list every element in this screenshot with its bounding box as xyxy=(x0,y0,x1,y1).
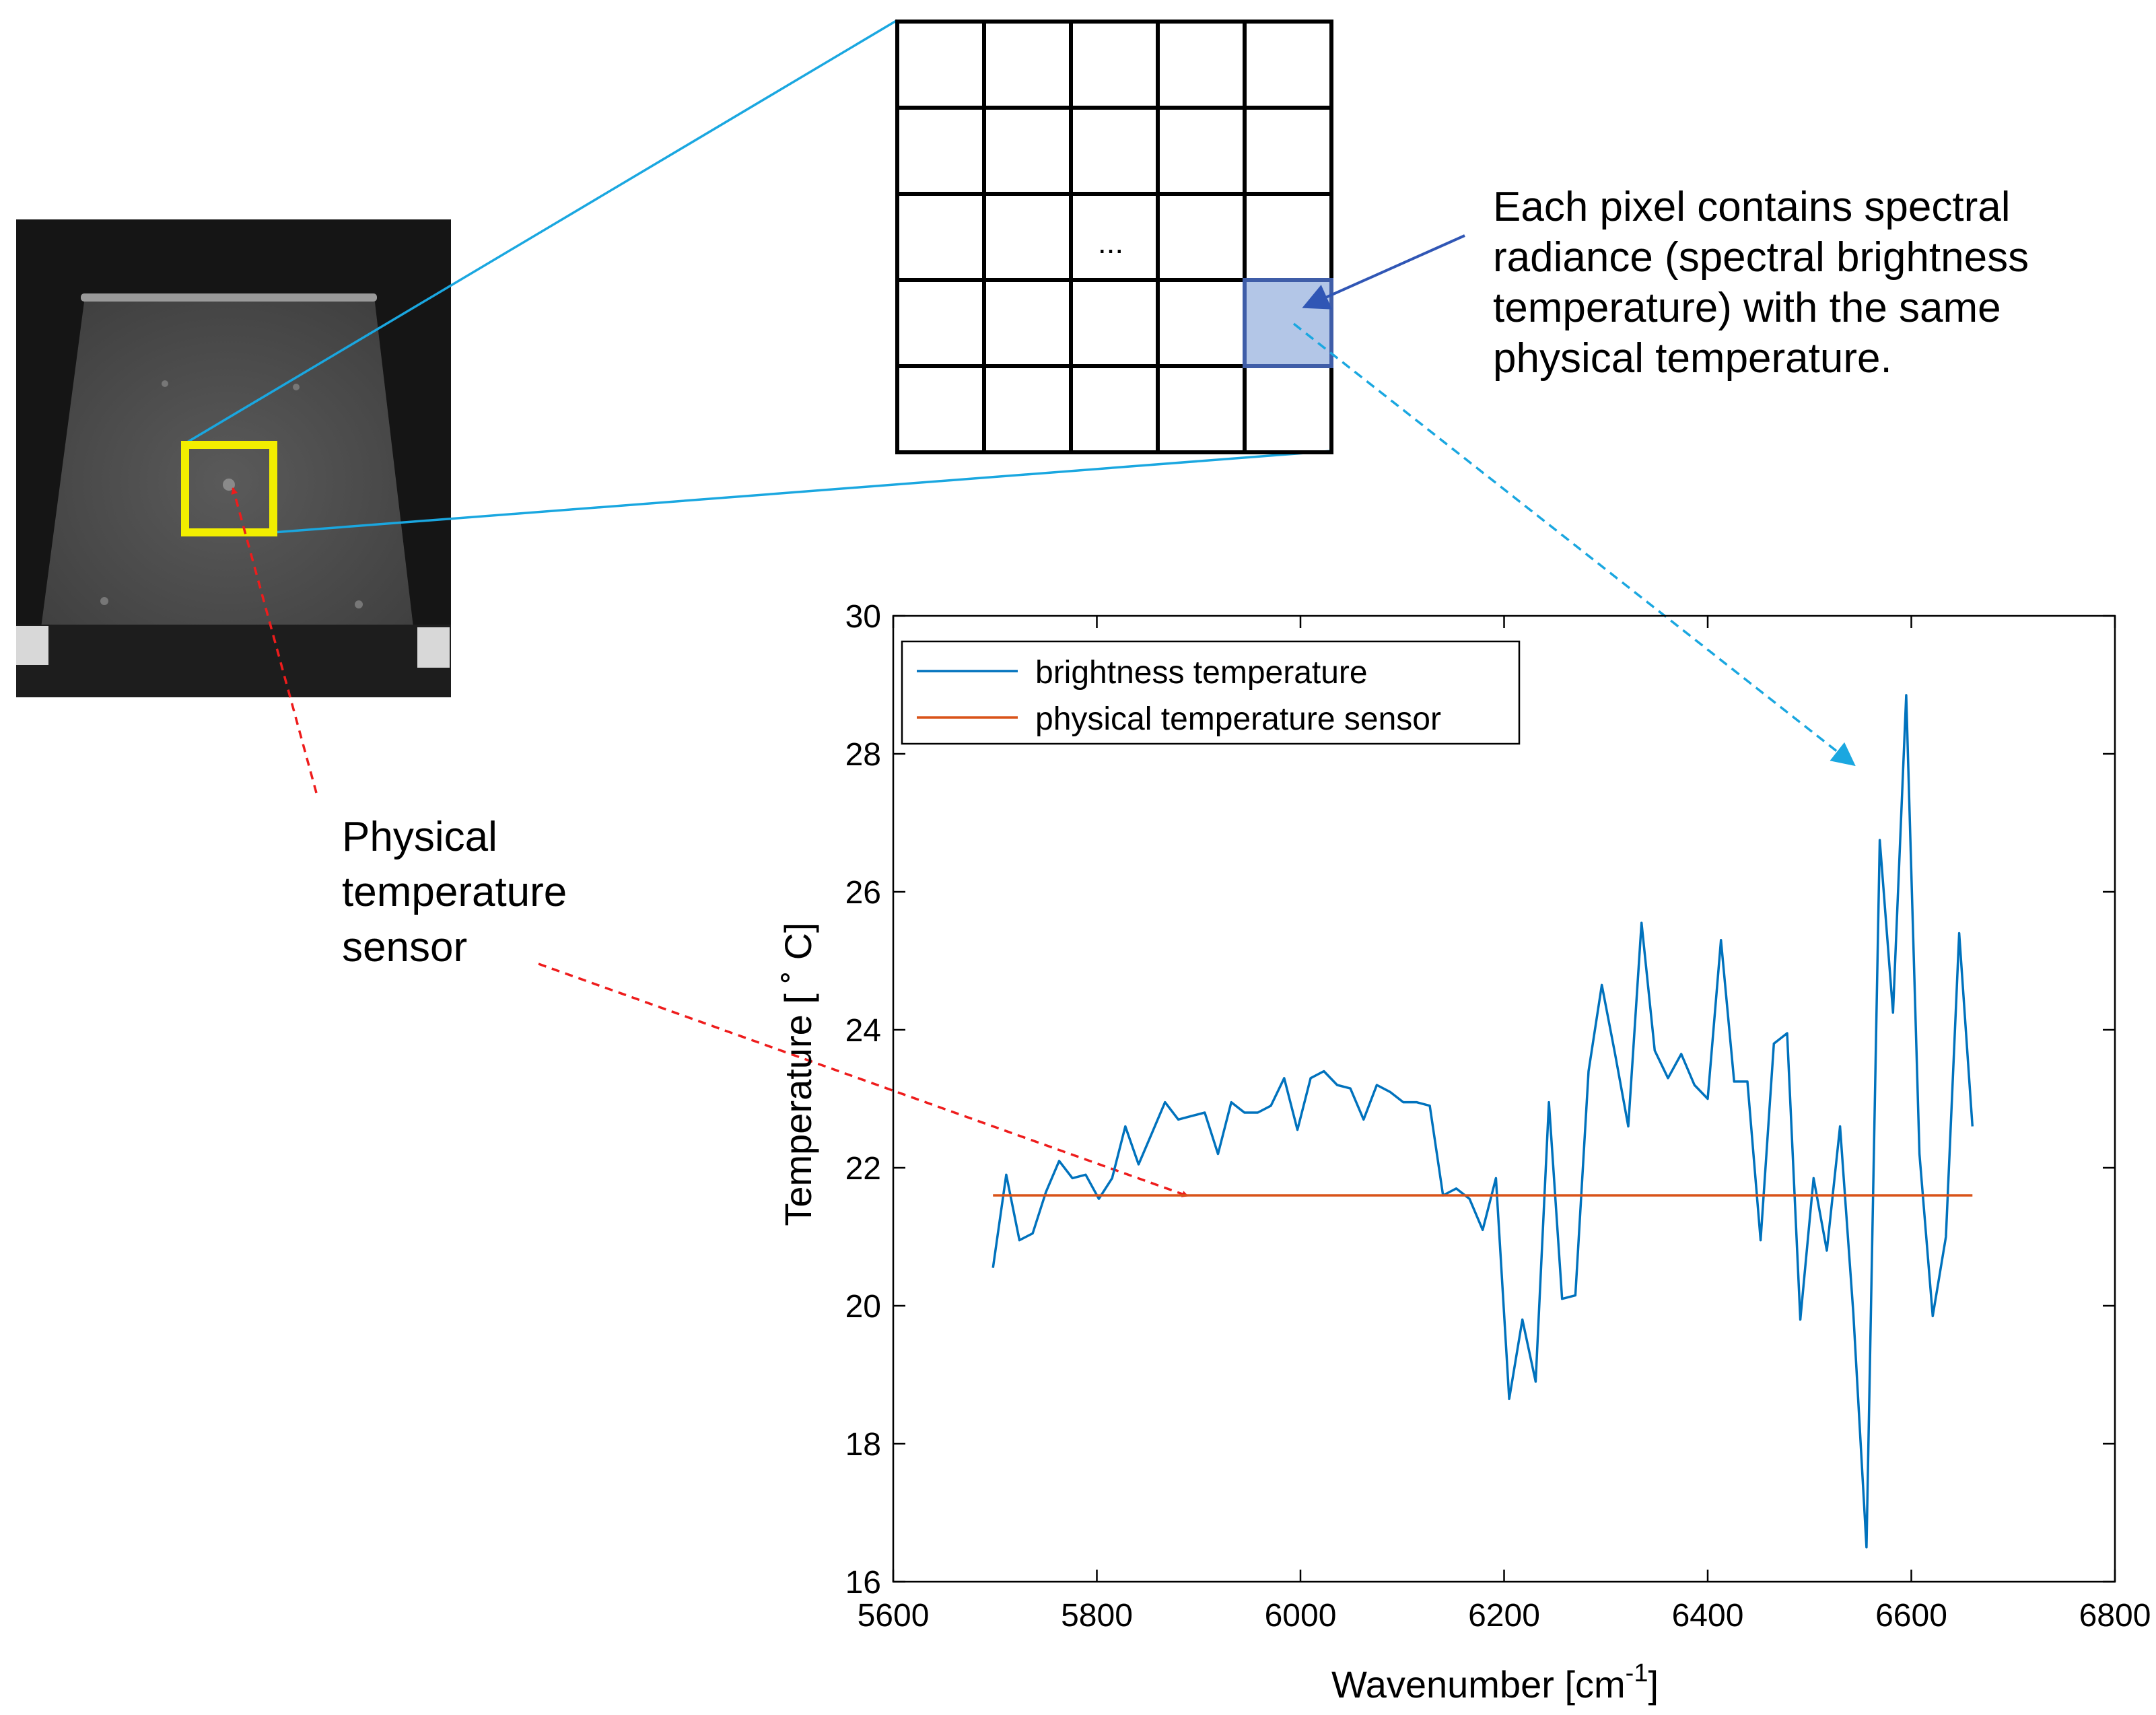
svg-text:sensor: sensor xyxy=(342,924,467,971)
grid-ellipsis: ... xyxy=(1098,225,1123,260)
svg-text:temperature) with the same: temperature) with the same xyxy=(1493,285,2001,331)
zoom-line-bottom xyxy=(273,450,1332,534)
legend-label-physical: physical temperature sensor xyxy=(1035,701,1441,737)
sensor-right-arrow xyxy=(538,963,1189,1197)
zoom-line-top xyxy=(183,19,898,446)
y-axis-label: Temperature [ ˚ C] xyxy=(777,922,819,1226)
x-tick-label: 5800 xyxy=(1061,1598,1133,1634)
series-layer xyxy=(992,694,1974,1549)
svg-text:physical temperature.: physical temperature. xyxy=(1493,335,1892,382)
pixel-note-arrow xyxy=(1302,234,1465,310)
temperature-chart: 5600 5800 6000 6200 6400 6600 6800 16 18 20 22 24 26… xyxy=(777,599,2151,1706)
y-tick-label: 22 xyxy=(845,1151,881,1187)
y-tick-label: 16 xyxy=(845,1565,881,1601)
pixel-grid: ... xyxy=(895,20,1333,454)
tick-labels: 5600 5800 6000 6200 6400 6600 6800 16 18 20 22 24 26… xyxy=(845,599,2151,1634)
svg-text:Physical: Physical xyxy=(342,814,497,860)
y-tick-label: 18 xyxy=(845,1427,881,1463)
svg-text:radiance (spectral brightness: radiance (spectral brightness xyxy=(1493,234,2029,281)
svg-text:temperature: temperature xyxy=(342,869,567,915)
x-tick-label: 6800 xyxy=(2079,1598,2151,1634)
spectrum-arrow xyxy=(1292,322,1856,767)
axes xyxy=(892,615,2116,1583)
legend-box xyxy=(901,640,1521,745)
brightness-temperature-line xyxy=(992,694,1974,1549)
y-tick-label: 20 xyxy=(845,1289,881,1325)
thermal-image xyxy=(16,219,451,697)
pixel-note: Each pixel contains spectral radiance (s… xyxy=(1493,184,2029,382)
sensor-note: Physical temperature sensor xyxy=(342,814,567,971)
x-axis-label: Wavenumber [cm-1] xyxy=(1331,1659,1659,1706)
x-tick-label: 6600 xyxy=(1875,1598,1947,1634)
y-tick-label: 26 xyxy=(845,875,881,911)
highlighted-pixel xyxy=(1245,280,1331,366)
highlight-box xyxy=(181,441,277,536)
legend-label-brightness: brightness temperature xyxy=(1035,655,1368,691)
plot-frame xyxy=(892,615,2116,1583)
legend: brightness temperature physical temperat… xyxy=(901,640,1521,745)
sensor-up-arrow xyxy=(231,487,318,794)
y-tick-label: 30 xyxy=(845,599,881,635)
svg-text:Each pixel contains spectral: Each pixel contains spectral xyxy=(1493,184,2011,230)
x-tick-label: 5600 xyxy=(858,1598,930,1634)
x-tick-label: 6000 xyxy=(1265,1598,1337,1634)
y-tick-label: 24 xyxy=(845,1013,881,1049)
x-tick-label: 6400 xyxy=(1672,1598,1744,1634)
x-tick-label: 6200 xyxy=(1468,1598,1540,1634)
y-tick-label: 28 xyxy=(845,737,881,773)
